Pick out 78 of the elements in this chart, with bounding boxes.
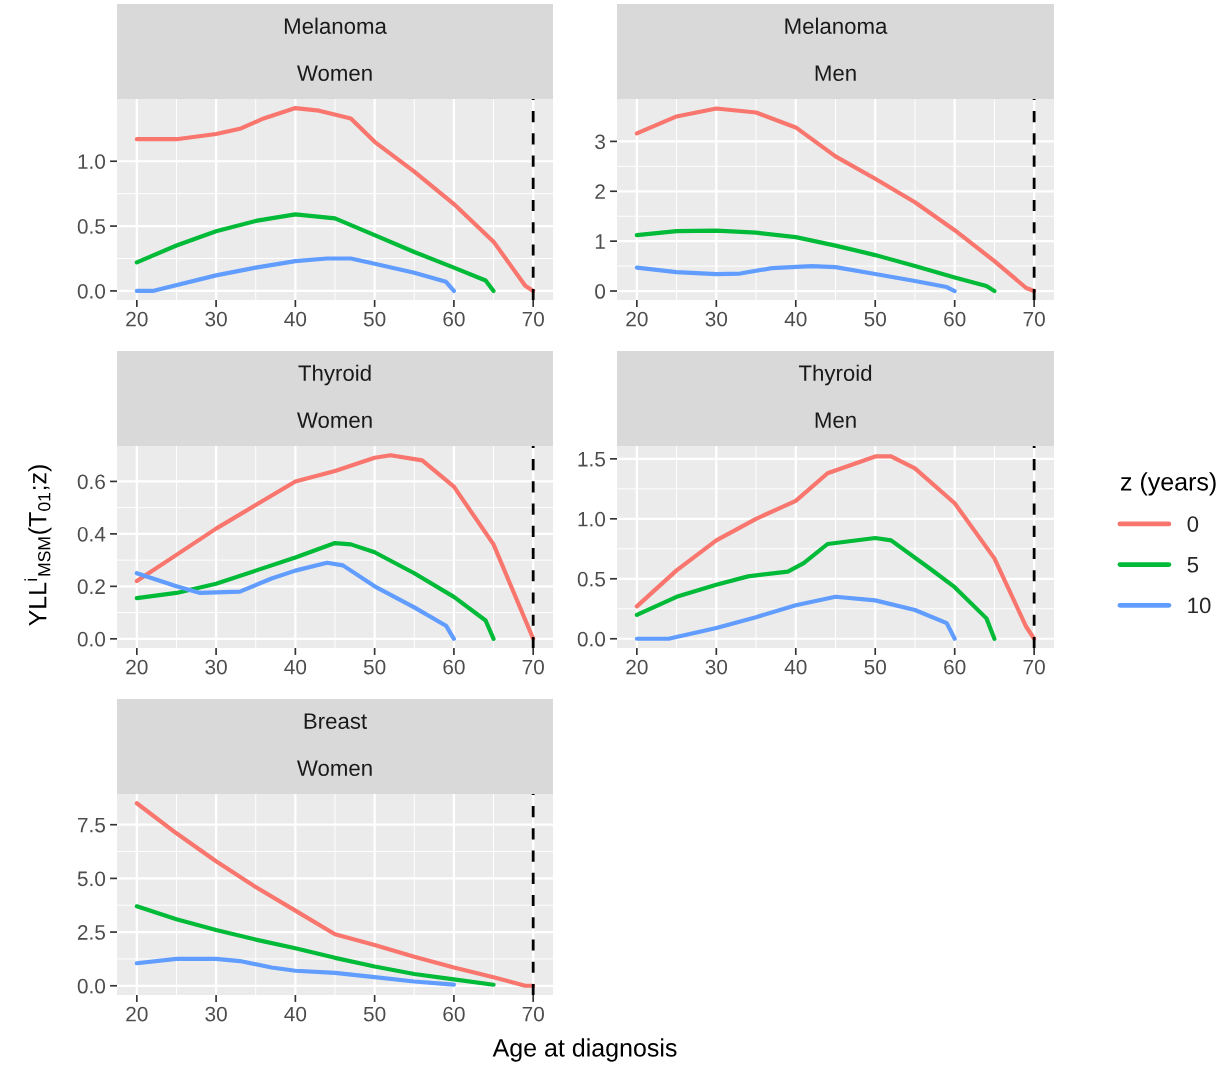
line-series [134,540,496,641]
x-tick-label: 50 [864,311,886,327]
chart-title: Melanoma [284,17,387,34]
x-tick-label: 30 [205,1006,227,1022]
line-series [634,263,957,294]
x-tick-label: 50 [363,311,386,327]
x-axis-title: Age at diagnosis [492,1038,677,1062]
line-series [634,535,997,641]
x-tick-label: 60 [944,311,966,327]
y-tick-label: 0.5 [77,219,106,234]
chart-title: Breast [304,713,367,729]
y-tick-label: 7.5 [78,817,106,833]
y-tick-label: 0.0 [77,631,106,647]
chart-subtitle: Women [297,760,372,776]
x-tick-label: 40 [284,1006,307,1022]
legend-label: 0 [1187,516,1199,532]
x-tick-label: 70 [522,659,544,675]
y-tick-label: 1 [595,234,605,249]
x-tick-label: 40 [284,311,307,327]
line-series [134,256,456,294]
y-tick-label: 0.2 [77,579,105,595]
line-series [634,228,997,294]
y-tick-label: 0.6 [77,474,105,490]
y-tick-label: 0.0 [577,631,606,647]
y-tick-label: 0.0 [77,283,106,299]
x-tick-label: 20 [626,311,648,327]
chart-subtitle: Women [297,65,372,81]
x-tick-label: 30 [705,311,728,327]
y-tick-label: 0.5 [577,571,606,587]
chart-subtitle: Men [815,65,856,81]
chart-subtitle: Men [815,412,856,428]
x-tick-label: 60 [443,1006,465,1022]
chart-title: Thyroid [298,364,371,386]
x-tick-label: 40 [284,659,307,675]
x-tick-label: 70 [1023,659,1045,675]
x-tick-label: 70 [522,1006,544,1022]
x-tick-label: 50 [864,659,886,675]
line-series [634,454,1037,641]
legend-title: z (years) [1121,472,1216,496]
x-tick-label: 40 [784,311,807,327]
y-tick-label: 0.0 [77,978,106,994]
line-series [134,212,496,294]
x-tick-label: 70 [522,311,544,327]
y-tick-label: 3 [595,134,605,150]
y-tick-label: 1.5 [578,452,606,467]
line-series [134,904,496,987]
legend-label: 5 [1187,557,1199,573]
x-tick-label: 60 [443,311,465,327]
x-tick-label: 30 [205,659,227,675]
y-tick-label: 2 [595,184,605,199]
line-series [134,560,456,641]
chart-title: Melanoma [785,17,888,34]
x-tick-label: 30 [205,311,227,327]
y-tick-label: 1.0 [78,154,106,169]
chart-subtitle: Women [297,412,372,428]
x-tick-label: 50 [363,659,386,675]
x-tick-label: 50 [363,1006,386,1022]
y-tick-label: 2.5 [77,925,106,940]
line-series [134,105,536,294]
x-tick-label: 40 [784,659,807,675]
y-tick-label: 0 [595,284,606,299]
chart-title: Thyroid [798,364,872,386]
x-tick-label: 20 [126,311,148,327]
y-axis-title: YLL$^{i}$$_{MSM}$(T$_{01}$;z) [24,465,52,626]
y-tick-label: 5.0 [77,871,106,887]
y-tick-label: 0.4 [77,526,106,542]
x-tick-label: 20 [126,659,148,675]
line-series [134,956,456,987]
y-tick-label: 1.0 [578,511,606,527]
x-tick-label: 70 [1023,311,1045,327]
line-series [134,453,536,641]
legend-label: 10 [1188,597,1211,614]
line-series [634,594,957,641]
x-tick-label: 20 [626,659,648,675]
x-tick-label: 30 [705,659,728,675]
x-tick-label: 60 [944,659,966,675]
x-tick-label: 60 [443,659,465,675]
x-tick-label: 20 [126,1006,148,1022]
